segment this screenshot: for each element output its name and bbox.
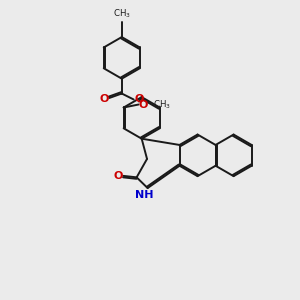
Text: O: O (99, 94, 109, 103)
Text: NH: NH (135, 190, 154, 200)
Text: O: O (134, 94, 144, 104)
Text: CH$_3$: CH$_3$ (153, 98, 171, 111)
Text: CH$_3$: CH$_3$ (113, 8, 131, 20)
Text: O: O (139, 100, 148, 110)
Text: O: O (113, 171, 123, 181)
